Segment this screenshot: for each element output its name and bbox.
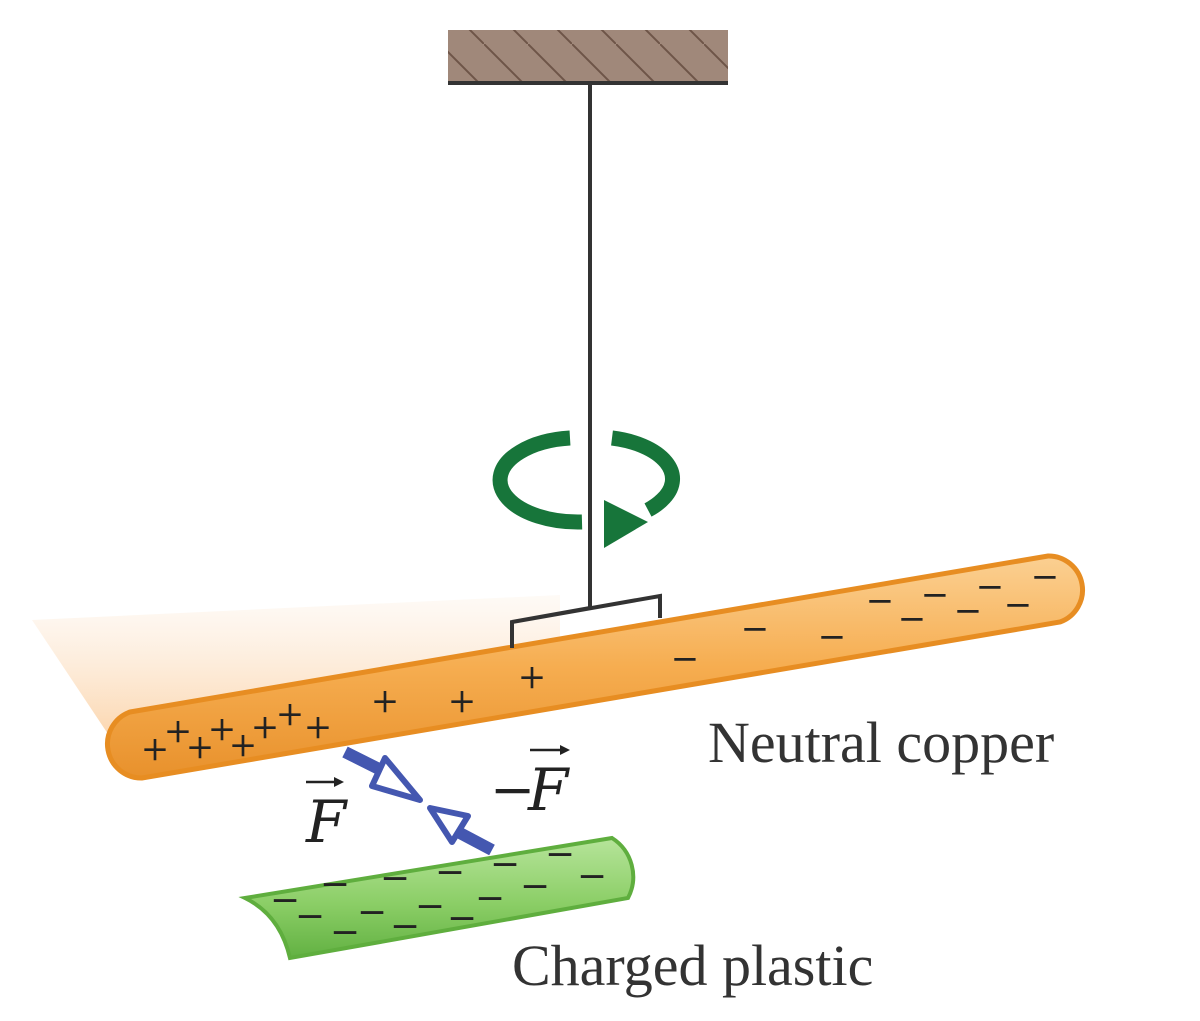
positive-charge: + [518,657,547,697]
ceiling-support [448,30,728,85]
positive-charge: + [448,681,477,721]
negative-charge: − [577,856,607,897]
negative-charge: − [295,896,325,937]
negative-charge: − [415,886,445,927]
rod-clamp [510,593,662,648]
copper-charges: + + + + + + + + + + + − − − − − − − − − … [141,557,1060,769]
positive-charge: + [141,729,170,769]
positive-charge: + [276,694,305,734]
force-on-plastic-arrow [427,805,495,856]
negative-charge: − [435,852,465,893]
negative-charge: − [1031,557,1060,597]
copper-rod [105,553,1085,781]
negative-charge: − [818,617,847,657]
negative-charge: − [447,898,477,939]
negative-charge: − [390,906,420,947]
negative-charge: − [545,834,575,875]
svg-text:F: F [305,788,348,856]
negative-charge: − [270,880,300,921]
negative-charge: − [1004,585,1033,625]
negative-charge: − [741,609,770,649]
plastic-label: Charged plastic [512,933,873,998]
negative-charge: − [954,591,983,631]
positive-charge: + [164,711,193,751]
negative-charge: − [357,892,387,933]
positive-charge: + [186,727,215,767]
positive-charge: + [208,709,237,749]
negative-charge: − [380,858,410,899]
negative-charge: − [976,567,1005,607]
negative-charge: − [320,864,350,905]
plastic-rod [238,835,636,961]
force-label: F [305,777,348,856]
positive-charge: + [304,707,333,747]
plastic-charges: − − − − − − − − − − − − − − − [270,834,607,953]
copper-label: Neutral copper [708,710,1054,775]
positive-charge: + [251,707,280,747]
force-on-copper-arrow [342,746,423,803]
negative-charge: − [330,912,360,953]
positive-charge: + [229,725,258,765]
negative-charge: − [671,639,700,679]
negative-charge: − [921,575,950,615]
negative-charge: − [898,599,927,639]
positive-charge: + [371,681,400,721]
negative-charge: − [866,581,895,621]
rotation-arrow-icon [492,430,680,548]
negative-charge: − [520,866,550,907]
svg-text:F: F [527,756,570,824]
svg-text:−: − [490,758,535,821]
negative-charge: − [490,844,520,885]
reaction-force-label: − F [490,745,570,824]
negative-charge: − [475,878,505,919]
